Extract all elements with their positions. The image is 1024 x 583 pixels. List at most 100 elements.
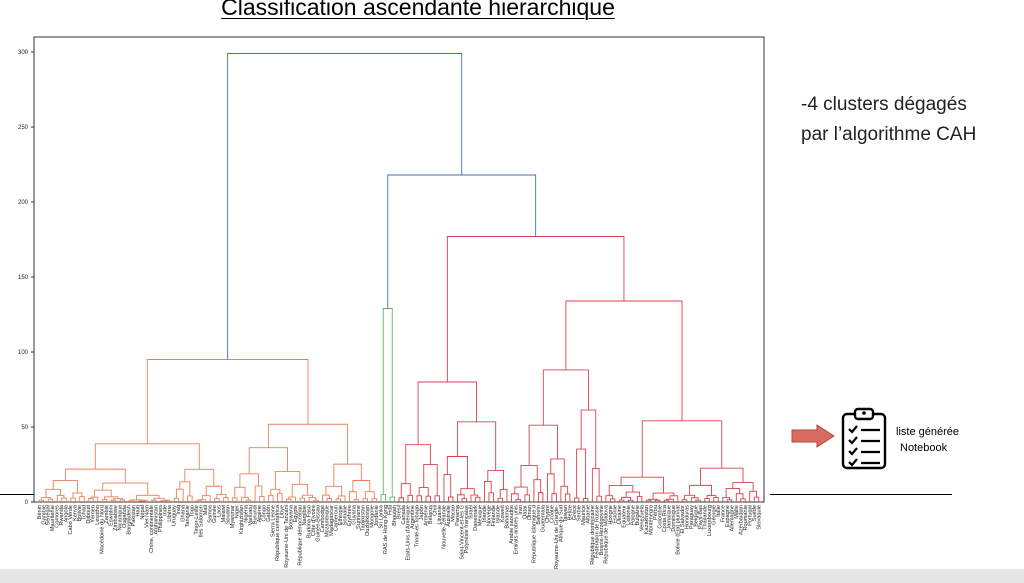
leaf-label: Yémen [91, 505, 97, 523]
leaf-label: Israël [468, 505, 474, 519]
leaf-label: Eswatini [109, 505, 115, 526]
leaf-label: Maurice [581, 505, 587, 525]
dendrogram-link [434, 495, 440, 502]
leaf-label: Espagne [725, 505, 731, 527]
dendrogram-link [299, 497, 306, 502]
leaf-label: Colombie [657, 505, 663, 529]
leaf-label: Mongolie [370, 505, 376, 528]
leaf-label: Libéria [167, 504, 173, 522]
leaf-label: Italie [716, 505, 722, 517]
leaf-label: Guinée [212, 505, 218, 523]
leaf-label: RAS de Hong-Kong [383, 505, 389, 554]
dendrogram-link [528, 424, 558, 466]
notebook-link[interactable]: liste générée Notebook [896, 424, 959, 456]
leaf-label: Allemagne [729, 505, 735, 531]
leaf-label: Zambie [104, 505, 110, 524]
dendrogram-link [460, 488, 475, 496]
leaf-label: Cabo Verde [68, 505, 74, 535]
dendrogram-link [564, 493, 571, 502]
leaf-label: Koweït [500, 505, 506, 523]
dendrogram-link [88, 498, 94, 502]
dendrogram-link [72, 492, 83, 499]
leaf-label: Bosnie-Herzégovine [599, 505, 605, 555]
leaf-label: Sénégal [46, 505, 52, 526]
leaf-label: Croatie [549, 505, 555, 523]
leaf-label: Samoa [208, 504, 214, 523]
leaf-label: Botswana [289, 504, 295, 529]
leaf-label: Polynésie française [464, 505, 470, 554]
leaf-label: Etats-Unis d'Amérique [405, 505, 411, 560]
leaf-label: Madagascar [329, 505, 335, 536]
leaf-label: El Salvador [680, 505, 686, 534]
leaf-label: Nigéria [244, 504, 250, 523]
note-line-1: -4 clusters dégagés [801, 94, 967, 115]
leaf-label: Canada [401, 504, 407, 524]
leaf-label: Mauritanie [50, 505, 56, 531]
dendrogram-link [510, 493, 519, 502]
leaf-label: Belize [567, 505, 573, 520]
dendrogram-link [542, 369, 589, 426]
bottom-band [0, 569, 1024, 583]
leaf-label: Royaume-Uni de Tanzani [284, 505, 290, 568]
leaf-label: Chine, continentale [149, 505, 155, 553]
dendrogram-link [184, 468, 215, 487]
leaf-label: République islamique d [531, 505, 537, 563]
leaf-label: Nicaragua [118, 504, 124, 530]
dendrogram-link [443, 474, 452, 502]
dendrogram-link [423, 464, 438, 496]
leaf-label: Kenya [73, 504, 79, 521]
dendrogram-link [524, 494, 530, 502]
dendrogram-link [349, 491, 357, 502]
dendrogram-link [713, 497, 719, 502]
y-tick-label: 150 [18, 275, 29, 281]
leaf-label: Uruguay [172, 505, 178, 526]
dendrogram-link [483, 480, 492, 502]
leaf-label: Arabie saoudite [509, 505, 515, 544]
dendrogram-link [267, 423, 349, 465]
dendrogram-link [333, 463, 362, 487]
y-tick-label: 300 [18, 50, 29, 56]
leaf-label: Rwanda [59, 504, 65, 525]
leaf-label: Luxembourg [707, 505, 713, 536]
dendrogram-link [591, 468, 600, 502]
leaf-label: Ethiopie [338, 505, 344, 525]
dendrogram-link [277, 492, 283, 502]
y-tick-label: 100 [18, 350, 29, 356]
dendrogram-link [274, 471, 301, 490]
clipboard-checklist-icon[interactable] [840, 406, 888, 470]
leaf-label: France [720, 505, 726, 522]
leaf-label: Inde [163, 505, 169, 516]
leaf-label: Cameroun [334, 505, 340, 531]
dendrogram-link [254, 485, 263, 502]
leaf-label: Djibouti [86, 505, 92, 524]
dendrogram-link [749, 490, 757, 502]
leaf-label: Azerbaïdjan [738, 505, 744, 535]
leaf-label: Myanmar [230, 505, 236, 528]
leaf-label: Bulgarie [635, 505, 641, 526]
dendrogram-link [596, 495, 602, 502]
leaf-label: Lettonie [626, 505, 632, 525]
leaf-label: République centrafrica [275, 504, 281, 561]
leaf-label: Zimbabwe [113, 505, 119, 531]
leaf-label: Taiwan [563, 505, 569, 522]
leaf-label: Roumanie [743, 505, 749, 531]
dendrogram-link [407, 494, 413, 502]
leaf-label: Togo [190, 505, 196, 517]
dendrogram-link [620, 476, 664, 494]
leaf-label: Sri Lanka [379, 504, 385, 529]
leaf-label: Laos [217, 505, 223, 517]
leaf-label: Japon [419, 505, 425, 520]
y-tick-label: 200 [18, 200, 29, 206]
dendrogram-link [576, 448, 587, 499]
dendrogram-link [425, 495, 431, 502]
cluster-note: -4 clusters dégagés par l’algorithme CAH [801, 90, 1021, 150]
dendrogram-link [325, 485, 343, 496]
leaf-label: Burkina Faso [307, 505, 313, 538]
leaf-label: Thaïlande [702, 505, 708, 530]
dendrogram-link [239, 473, 259, 488]
leaf-label: Argentine [410, 505, 416, 529]
notebook-link-line-1: liste générée [896, 426, 959, 438]
leaf-label: Estonie [612, 505, 618, 524]
leaf-label: Malte [734, 505, 740, 519]
leaf-label: Tadjikistan [361, 505, 367, 531]
